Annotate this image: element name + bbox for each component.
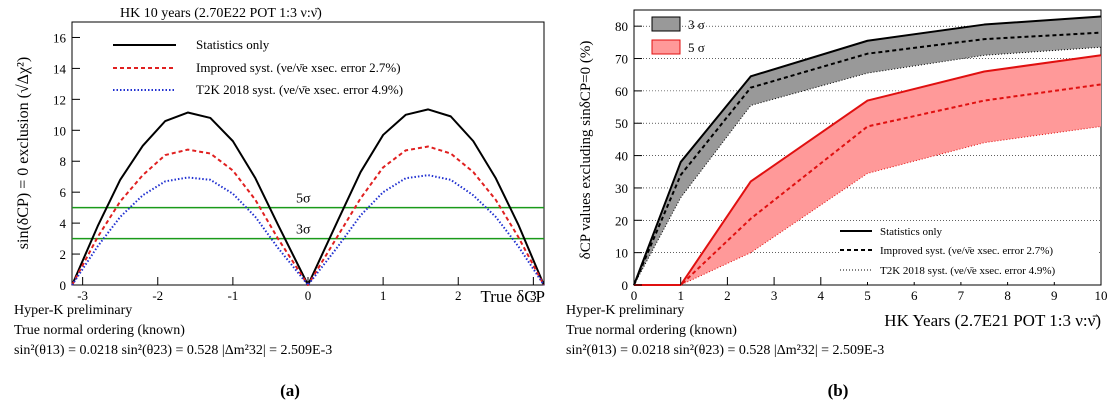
band-1	[634, 55, 1101, 286]
left-x-tick-label: 1	[380, 288, 387, 303]
left-x-tick-label: -2	[152, 288, 163, 303]
left-series-1	[71, 145, 545, 286]
right-axes: 0 1 2 3 4 5 6 7 8 9 10 0 10 20 30 40 50 60 70 80	[615, 19, 1108, 303]
right-info-line-2: True normal ordering (known)	[566, 323, 737, 338]
right-band-legend: 3 σ 5 σ	[651, 16, 705, 55]
left-chart: HK 10 years (2.70E22 POT 1:3 ν:ν̄) -3 -2 -…	[14, 6, 545, 400]
legend-stat-label: Statistics only	[196, 37, 270, 52]
threshold-label-3: 3σ	[296, 223, 311, 238]
right-panel-label: (b)	[828, 381, 849, 400]
left-ylabel: sin(δCP) = 0 exclusion (√Δχ²)	[15, 57, 32, 249]
left-x-tick-label: -3	[77, 288, 88, 303]
series-1-improved	[634, 83, 1102, 286]
left-header: HK 10 years (2.70E22 POT 1:3 ν:ν̄)	[120, 6, 322, 21]
right-y-tick-label: 0	[622, 278, 629, 293]
threshold-label-5: 5σ	[296, 192, 311, 207]
series-0-improved	[633, 31, 1102, 286]
right-xlabel: HK Years (2.7E21 POT 1:3 ν:ν̄)	[884, 311, 1101, 330]
right-info-line-1: Hyper-K preliminary	[566, 303, 684, 318]
legend-improved-label: Improved syst. (νe/ν̄e xsec. error 2.7%)	[196, 60, 401, 75]
right-y-tick-label: 40	[615, 149, 628, 164]
right-line-legend: Statistics only Improved syst. (νe/ν̄e x…	[840, 222, 1098, 282]
right-y-tick-label: 80	[615, 19, 628, 34]
left-curves	[71, 108, 545, 286]
right-x-tick-label: 10	[1095, 288, 1108, 303]
right-x-tick-label: 1	[677, 288, 684, 303]
left-threshold-lines: 5σ 3σ	[72, 192, 544, 240]
legend-stat-label-r: Statistics only	[880, 226, 943, 238]
left-y-tick-label: 6	[60, 185, 67, 200]
left-x-tick-label: 3	[530, 288, 537, 303]
legend-swatch-3sigma	[651, 16, 681, 32]
left-x-tick-label: 2	[455, 288, 462, 303]
right-line-legend-bg	[840, 222, 1098, 282]
right-bands	[634, 16, 1101, 286]
legend-5sigma-label: 5 σ	[688, 40, 705, 55]
legend-swatch-5sigma	[651, 39, 681, 55]
series-0-stat	[633, 15, 1102, 286]
left-x-tick-label: 0	[305, 288, 312, 303]
right-curves	[633, 15, 1102, 286]
right-x-tick-label: 6	[911, 288, 918, 303]
left-legend: Statistics only Improved syst. (νe/ν̄e x…	[113, 37, 403, 97]
right-x-tick-label: 8	[1004, 288, 1011, 303]
left-info-line-1: Hyper-K preliminary	[14, 303, 132, 318]
right-chart: 0 1 2 3 4 5 6 7 8 9 10 0 10 20 30 40 50 60 70 80 3 σ 5 σ St…	[566, 9, 1108, 400]
legend-t2k-label: T2K 2018 syst. (νe/ν̄e xsec. error 4.9%)	[196, 82, 403, 97]
right-ylabel: δCP values excluding sinδCP=0 (%)	[578, 41, 594, 260]
left-y-tick-label: 16	[53, 30, 67, 45]
right-x-tick-label: 3	[771, 288, 778, 303]
right-info-line-3: sin²(θ13) = 0.0218 sin²(θ23) = 0.528 |Δm…	[566, 343, 884, 358]
left-xlabel: True δCP	[480, 287, 545, 306]
band-0	[634, 16, 1101, 286]
right-y-tick-label: 10	[615, 246, 628, 261]
left-panel-label: (a)	[280, 381, 300, 400]
legend-improved-label-r: Improved syst. (νe/ν̄e xsec. error 2.7%)	[880, 245, 1053, 257]
right-x-tick-label: 5	[864, 288, 871, 303]
left-info-line-2: True normal ordering (known)	[14, 323, 185, 338]
right-y-tick-label: 20	[615, 213, 628, 228]
legend-3sigma-label: 3 σ	[688, 17, 705, 32]
left-y-tick-label: 10	[53, 123, 66, 138]
right-x-tick-label: 2	[724, 288, 731, 303]
right-x-tick-label: 0	[631, 288, 638, 303]
left-series-2	[71, 174, 545, 286]
left-y-tick-label: 8	[60, 154, 67, 169]
right-y-tick-label: 70	[615, 52, 628, 67]
series-1-t2k	[634, 125, 1102, 286]
left-y-tick-label: 4	[60, 216, 67, 231]
right-y-tick-label: 30	[615, 181, 628, 196]
right-x-tick-label: 9	[1051, 288, 1058, 303]
left-y-tick-label: 2	[60, 247, 67, 262]
left-info-line-3: sin²(θ13) = 0.0218 sin²(θ23) = 0.528 |Δm…	[14, 343, 332, 358]
left-y-tick-label: 14	[53, 61, 67, 76]
left-x-tick-label: -1	[227, 288, 238, 303]
right-y-tick-label: 60	[615, 84, 628, 99]
right-y-tick-label: 50	[615, 116, 628, 131]
legend-t2k-label-r: T2K 2018 syst. (νe/ν̄e xsec. error 4.9%)	[880, 265, 1056, 277]
left-y-tick-label: 12	[53, 92, 66, 107]
left-y-tick-label: 0	[60, 278, 67, 293]
right-x-tick-label: 4	[818, 288, 825, 303]
right-x-tick-label: 7	[958, 288, 965, 303]
